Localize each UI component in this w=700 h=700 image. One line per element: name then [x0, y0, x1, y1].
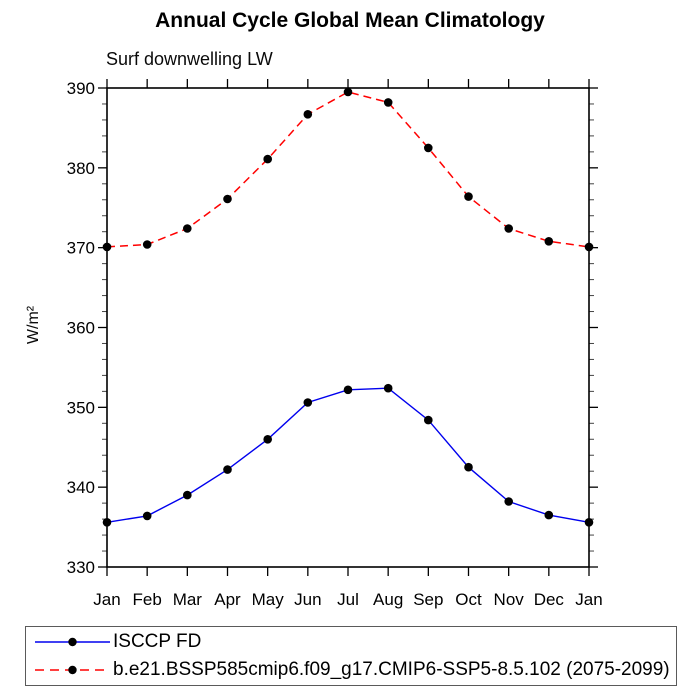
data-point-marker: [504, 224, 513, 233]
data-point-marker: [303, 398, 313, 407]
legend-box: ISCCP FD b.e21.BSSP585cmip6.f09_g17.CMIP…: [25, 626, 677, 686]
series-line-1: [106, 91, 590, 248]
data-point-marker: [343, 87, 353, 97]
x-tick-label: Dec: [534, 590, 565, 609]
data-point-marker: [504, 497, 513, 506]
data-point-marker: [263, 435, 273, 444]
data-point-marker: [223, 465, 232, 474]
y-tick-label: 390: [67, 79, 95, 98]
data-point-marker: [102, 518, 112, 527]
x-tick-label: Mar: [173, 590, 203, 609]
series-line-0: [106, 387, 590, 523]
chart-title: Annual Cycle Global Mean Climatology: [155, 9, 545, 32]
plot-border: [106, 87, 590, 568]
data-point-marker: [142, 240, 152, 249]
x-tick-label: Jul: [337, 590, 359, 609]
y-tick-label: 380: [67, 159, 95, 178]
data-point-marker: [102, 242, 112, 252]
data-point-marker: [343, 385, 353, 395]
y-tick-label: 330: [67, 558, 95, 577]
y-tick-label: 360: [67, 319, 95, 338]
data-point-marker: [584, 242, 594, 252]
data-point-marker: [303, 110, 313, 119]
chart-subtitle: Surf downwelling LW: [106, 49, 273, 69]
x-tick-label: Apr: [214, 590, 241, 609]
legend-swatch-dashed-line: [35, 665, 110, 675]
data-point-marker: [223, 194, 232, 204]
legend-label-isccp-fd: ISCCP FD: [113, 631, 202, 652]
x-tick-label: Nov: [494, 590, 525, 609]
plot-area: 330 340 350 360 370 380 390 Jan Feb Mar Apr May Jun J…: [67, 79, 603, 609]
y-tick-label: 350: [67, 398, 95, 417]
x-tick-label: Aug: [373, 590, 403, 609]
data-point-marker: [464, 462, 473, 472]
y-tick-label: 370: [67, 239, 95, 258]
legend-item-model: b.e21.BSSP585cmip6.f09_g17.CMIP6-SSP5-8.…: [33, 657, 676, 683]
data-point-marker: [263, 154, 273, 164]
legend-marker-dot: [68, 637, 77, 647]
data-point-marker: [183, 224, 192, 233]
data-point-marker: [383, 383, 393, 393]
x-tick-label: Oct: [455, 590, 482, 609]
x-tick-label: Feb: [133, 590, 162, 609]
x-tick-label: May: [252, 590, 285, 609]
data-point-marker: [424, 143, 433, 153]
y-tick-label: 340: [67, 478, 95, 497]
data-point-marker: [464, 192, 473, 201]
data-point-marker: [544, 510, 554, 520]
data-point-marker: [183, 490, 192, 500]
x-tick-label: Sep: [413, 590, 443, 609]
legend-label-model: b.e21.BSSP585cmip6.f09_g17.CMIP6-SSP5-8.…: [113, 659, 670, 680]
data-point-marker: [424, 415, 433, 425]
data-point-marker: [544, 237, 554, 246]
data-point-marker: [383, 98, 393, 107]
x-tick-label: Jan: [93, 590, 120, 609]
legend-item-isccp-fd: ISCCP FD: [33, 629, 676, 655]
legend-marker-dot: [68, 665, 77, 675]
legend-swatch-solid-line: [35, 637, 110, 647]
data-point-marker: [142, 511, 152, 521]
x-tick-label: Jan: [575, 590, 602, 609]
x-tick-label: Jun: [294, 590, 321, 609]
data-point-marker: [584, 518, 594, 527]
